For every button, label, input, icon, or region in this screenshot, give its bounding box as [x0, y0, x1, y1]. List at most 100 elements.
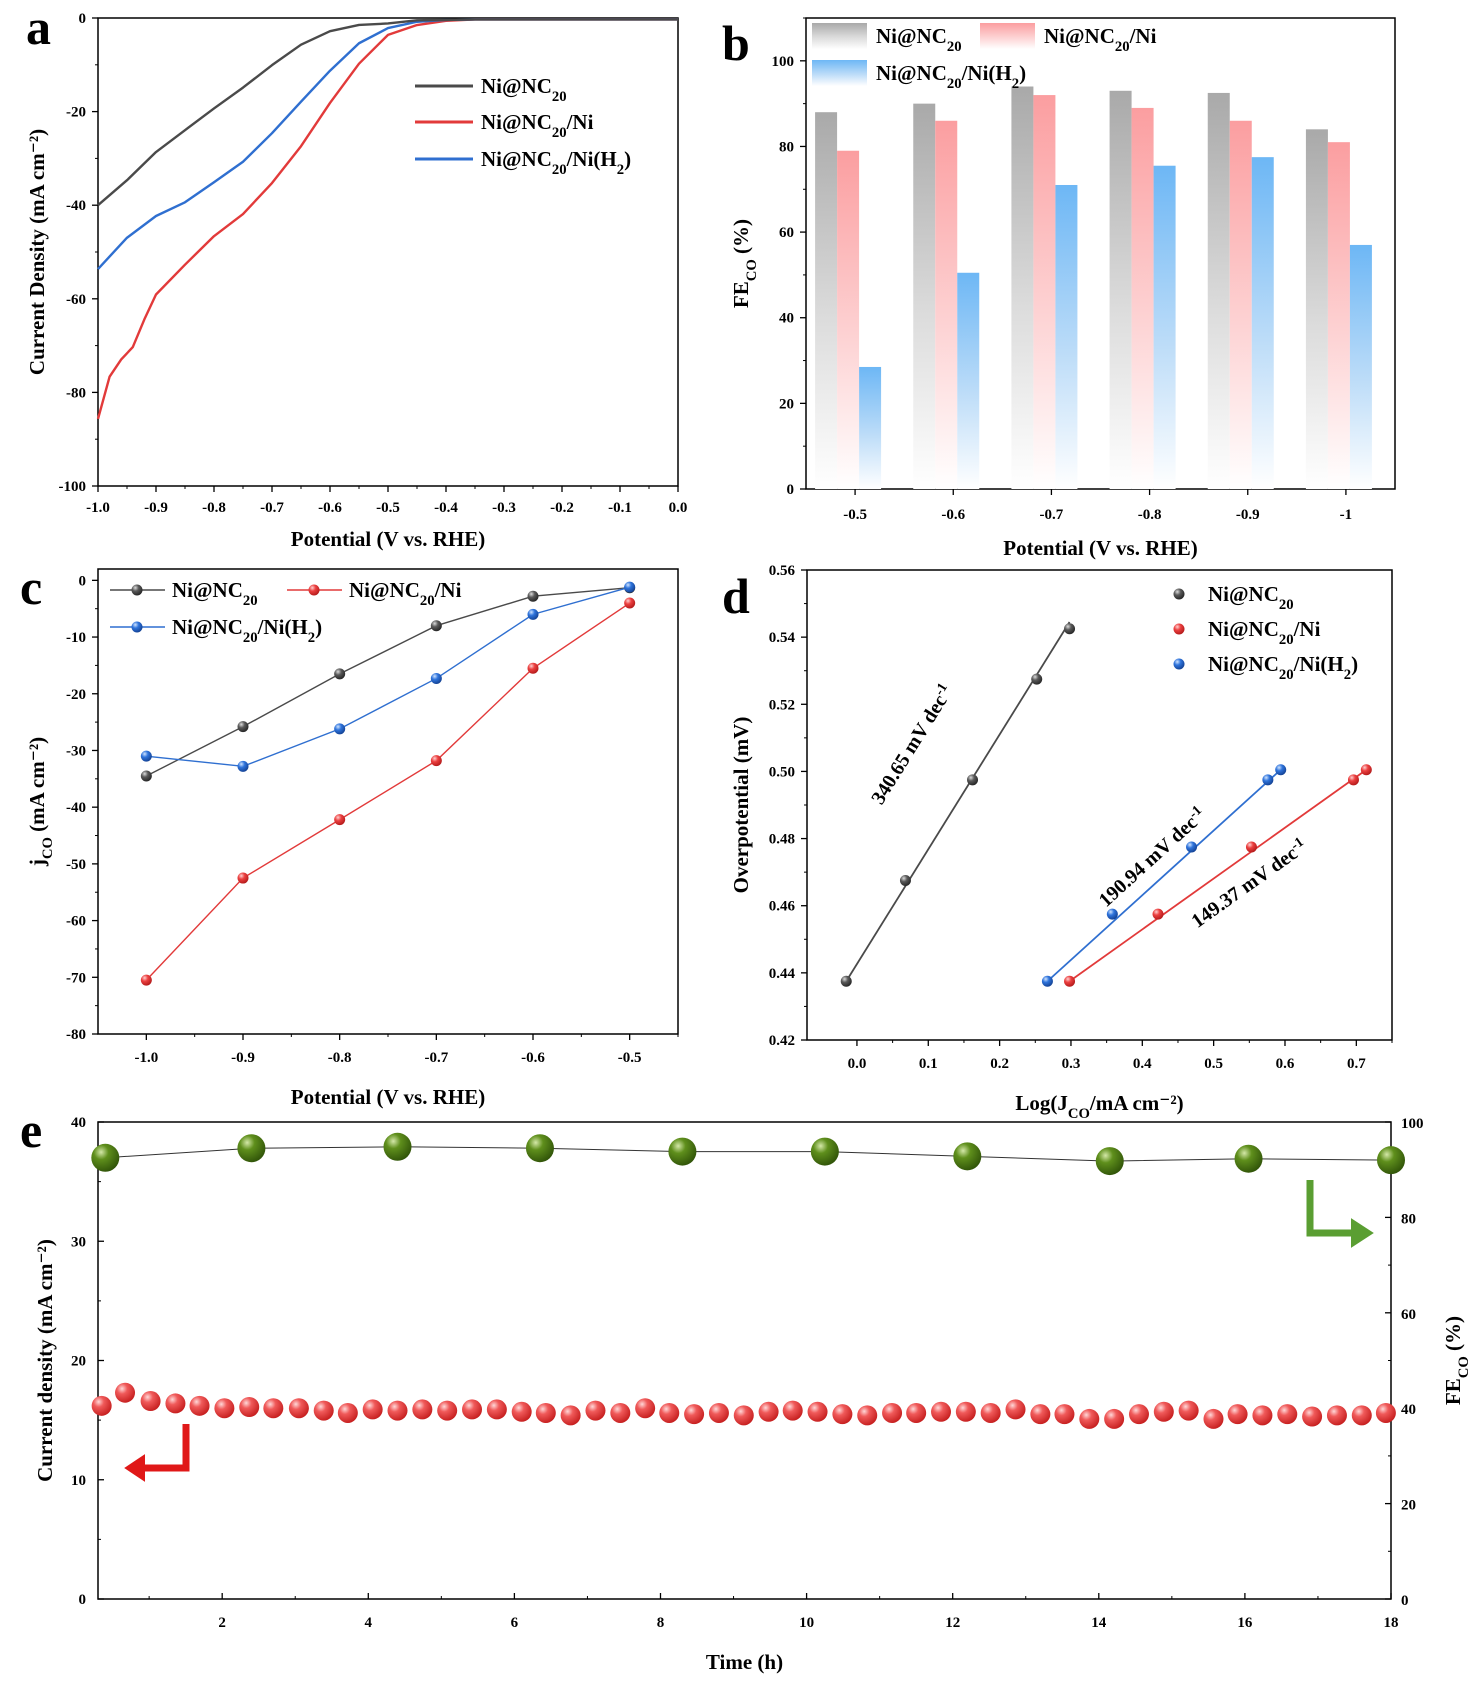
- panel-a-xtick-label: -0.3: [492, 500, 516, 516]
- panel-e-xlabel: Time (h): [706, 1650, 783, 1674]
- panel-a-ytick-label: -40: [66, 198, 86, 214]
- panel-e-ytick-left-label: 40: [71, 1115, 86, 1131]
- panel-c-legend-marker: [131, 621, 143, 633]
- panel-b-bar: [957, 272, 980, 489]
- panel-a-ytick-label: -80: [66, 385, 86, 401]
- panel-e-current-point: [535, 1402, 556, 1423]
- panel-e-current-point: [115, 1382, 136, 1403]
- panel-a-legend-label: Ni@NC20: [481, 74, 567, 105]
- panel-e-current-point: [486, 1399, 507, 1420]
- left-axis-arrowhead-icon: [124, 1454, 145, 1482]
- panel-c-legend-label: Ni@NC20/Ni(H2): [172, 615, 322, 646]
- panel-e-current-point: [1375, 1402, 1396, 1423]
- panel-e-current-point: [140, 1391, 161, 1412]
- panel-d-xtick-label: 0.5: [1204, 1056, 1223, 1072]
- panel-a-ytick-label: -20: [66, 105, 86, 121]
- panel-b-legend-label: Ni@NC20/Ni(H2): [876, 61, 1026, 92]
- panel-d-xtick-label: 0.6: [1276, 1056, 1295, 1072]
- panel-d-xtick-label: 0.2: [990, 1056, 1009, 1072]
- panel-e-xtick-label: 12: [945, 1615, 960, 1631]
- panel-e-xtick-label: 8: [657, 1615, 665, 1631]
- panel-e-current-point: [1252, 1405, 1273, 1426]
- panel-d-legend-label: Ni@NC20/Ni: [1208, 617, 1321, 648]
- panel-d-slope-annotation: 340.65 mV dec-1: [866, 680, 958, 808]
- panel-d-point: [1275, 764, 1287, 776]
- panel-label-e: e: [20, 1102, 42, 1158]
- panel-d-ylabel: Overpotential (mV): [729, 717, 753, 894]
- panel-b-bar: [1033, 95, 1056, 489]
- panel-e-current-point: [313, 1400, 334, 1421]
- panel-c-point: [334, 668, 346, 680]
- panel-d-legend-marker: [1173, 658, 1185, 670]
- panel-e-xtick-label: 16: [1237, 1615, 1253, 1631]
- right-axis-arrow-icon: [1306, 1180, 1356, 1237]
- panel-e-current-point: [1128, 1404, 1149, 1425]
- panel-e-current-point: [1178, 1400, 1199, 1421]
- panel-c-ytick-label: -40: [66, 800, 86, 816]
- panel-e-current-point: [387, 1400, 408, 1421]
- panel-d-legend-label: Ni@NC20/Ni(H2): [1208, 652, 1358, 683]
- panel-d-point: [1152, 908, 1164, 920]
- panel-b-ytick-label: 80: [779, 139, 794, 155]
- panel-e-fe-point: [237, 1134, 266, 1163]
- panel-b-xtick-label: -0.6: [941, 507, 965, 523]
- panel-a-legend-label: Ni@NC20/Ni: [481, 110, 594, 141]
- panel-c-point: [140, 750, 152, 762]
- panel-d-point: [1262, 774, 1274, 786]
- panel-c-ylabel: jCO (mA cm⁻²): [25, 737, 56, 867]
- panel-e-ylabel-left: Current density (mA cm⁻²): [33, 1239, 57, 1482]
- panel-b-bar: [1055, 184, 1078, 489]
- panel-c-point: [527, 662, 539, 674]
- panel-c-point: [527, 608, 539, 620]
- panel-b-ytick-label: 100: [772, 54, 795, 70]
- panel-e-current-point: [782, 1400, 803, 1421]
- panel-b-ytick-label: 60: [779, 225, 794, 241]
- panel-a-series-line: [97, 18, 678, 270]
- panel-e-ytick-left-label: 20: [71, 1354, 86, 1370]
- panel-c-ytick-label: -30: [66, 743, 86, 759]
- panel-d-ytick-label: 0.54: [769, 630, 796, 646]
- panel-c-point: [430, 672, 442, 684]
- panel-c-legend-marker: [308, 584, 320, 596]
- panel-b-bar: [815, 112, 838, 489]
- panel-e-ylabel-right: FECO (%): [1441, 1316, 1472, 1405]
- panel-e-current-point: [462, 1399, 483, 1420]
- left-axis-arrow-icon: [140, 1424, 190, 1472]
- panel-b-xtick-label: -0.5: [843, 507, 867, 523]
- panel-c-legend-label: Ni@NC20: [172, 578, 258, 609]
- panel-e-xtick-label: 4: [365, 1615, 373, 1631]
- panel-d-xtick-label: 0.4: [1133, 1056, 1152, 1072]
- panel-e-current-point: [758, 1401, 779, 1422]
- panel-b-bar: [1327, 142, 1350, 489]
- panel-a-legend-label: Ni@NC20/Ni(H2): [481, 147, 631, 178]
- panel-e-ytick-left-label: 10: [71, 1473, 86, 1489]
- panel-a-ylabel: Current Density (mA cm⁻²): [25, 129, 49, 375]
- panel-e-current-point: [1277, 1404, 1298, 1425]
- panel-c-series-line: [146, 586, 630, 768]
- panel-a-xlabel: Potential (V vs. RHE): [291, 527, 485, 551]
- panel-b-bar: [837, 150, 860, 489]
- panel-b-bar: [1305, 129, 1328, 489]
- panel-e-xtick-label: 18: [1384, 1615, 1399, 1631]
- panel-c-series-line: [145, 602, 631, 981]
- panel-a-xtick-label: -0.4: [434, 500, 458, 516]
- panel-a-ytick-label: 0: [79, 11, 87, 27]
- panel-b-xtick-label: -0.9: [1236, 507, 1260, 523]
- panel-d-point: [1041, 975, 1053, 987]
- panel-e-current-point: [1326, 1405, 1347, 1426]
- panel-a-xtick-label: -0.2: [550, 500, 574, 516]
- panel-a-xtick-label: -0.5: [376, 500, 400, 516]
- panel-a-xtick-label: -0.9: [144, 500, 168, 516]
- panel-d-fit-line: [1046, 769, 1282, 982]
- panel-e-current-point: [610, 1402, 631, 1423]
- panel-a-frame: [97, 17, 679, 487]
- panel-d-point: [899, 875, 911, 887]
- panel-e-current-point: [882, 1402, 903, 1423]
- right-axis-arrowhead-icon: [1351, 1218, 1374, 1248]
- panel-e-current-point: [239, 1397, 260, 1418]
- panel-b-bar: [1251, 157, 1274, 489]
- panel-b-ytick-label: 40: [779, 311, 794, 327]
- panel-e-current-point: [362, 1399, 383, 1420]
- panel-c-series-line: [146, 587, 630, 777]
- panel-b-bar: [859, 366, 882, 489]
